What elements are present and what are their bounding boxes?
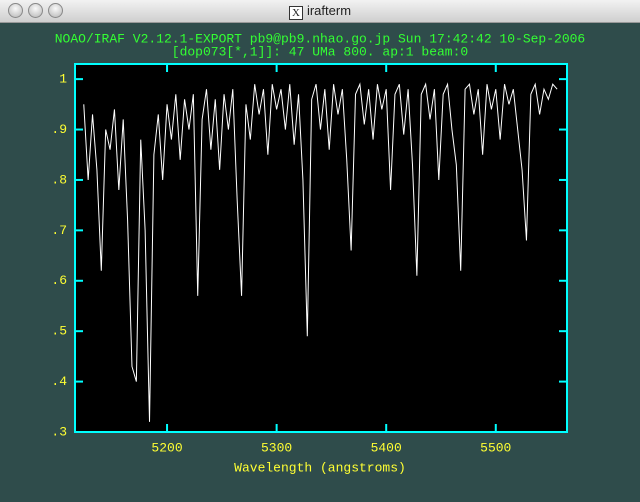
y-tick-label: .3	[51, 424, 67, 439]
y-tick-label: .6	[51, 273, 67, 288]
zoom-button[interactable]	[48, 3, 63, 18]
y-tick-label: .7	[51, 223, 67, 238]
x-tick-label: 5400	[371, 440, 402, 455]
close-button[interactable]	[8, 3, 23, 18]
minimize-button[interactable]	[28, 3, 43, 18]
chart: NOAO/IRAF V2.12.1-EXPORT pb9@pb9.nhao.go…	[51, 31, 586, 475]
chart-title: NOAO/IRAF V2.12.1-EXPORT pb9@pb9.nhao.go…	[55, 31, 586, 46]
y-tick-label: .4	[51, 374, 67, 389]
chart-subtitle: [dop073[*,1]]: 47 UMa 800. ap:1 beam:0	[172, 44, 468, 59]
x-icon: X	[288, 6, 303, 20]
window-title: irafterm	[306, 3, 352, 18]
x-tick-label: 5300	[261, 440, 292, 455]
y-tick-label: .8	[51, 172, 67, 187]
y-tick-label: 1	[59, 72, 67, 87]
x-tick-label: 5500	[480, 440, 511, 455]
x-axis-label: Wavelength (angstroms)	[234, 460, 406, 475]
y-tick-label: .9	[51, 122, 67, 137]
x-tick-label: 5200	[151, 440, 182, 455]
spectrum-line	[83, 82, 558, 422]
y-tick-label: .5	[51, 324, 67, 339]
